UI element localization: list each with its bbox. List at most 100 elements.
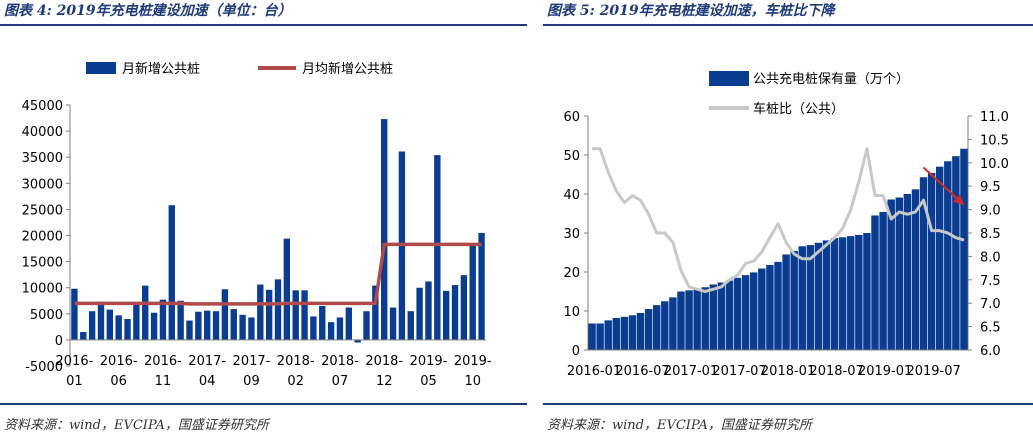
left-title-rule: [0, 24, 527, 26]
legend-bar-label: 公共充电桩保有量（万个）: [753, 71, 909, 87]
bar: [88, 311, 96, 340]
bar: [239, 314, 246, 340]
x-tick-label: 01: [66, 374, 83, 389]
right-chart: 公共充电桩保有量（万个） 车桩比（公共） 0 10 20 30 40 50 60 6.0 6.5 7.…: [563, 71, 1009, 379]
bar: [653, 305, 661, 350]
bar: [372, 285, 379, 340]
bar: [451, 285, 459, 340]
bar: [327, 322, 335, 340]
legend-bar-label: 月新增公共桩: [122, 61, 200, 77]
x-tick-label: 2018-: [321, 354, 359, 369]
y2-tick-label: 9.5: [980, 180, 1001, 195]
legend-bar-swatch: [86, 62, 116, 74]
x-tick-label: 2018-01: [761, 364, 815, 379]
x-tick-label: 04: [199, 374, 216, 389]
bar: [935, 166, 944, 350]
y-tick-label: 45000: [22, 99, 63, 114]
bar: [212, 311, 220, 340]
bar: [274, 279, 282, 340]
bar: [407, 311, 414, 340]
right-title-rule: [543, 24, 1033, 26]
y2-tick-label: 9.0: [980, 204, 1001, 219]
y-tick-label: 60: [563, 110, 580, 125]
bar: [636, 312, 645, 350]
x-tick-label: 2016-: [144, 354, 182, 369]
trend-arrow-head: [953, 194, 964, 205]
bar: [257, 284, 264, 340]
bar: [381, 119, 388, 340]
bar: [701, 287, 709, 350]
bar: [709, 284, 718, 350]
y-tick-label: 0: [55, 334, 63, 349]
bar: [628, 315, 637, 350]
bar: [717, 282, 726, 350]
x-tick-label: 12: [376, 374, 393, 389]
left-chart: 月新增公共桩 月均新增公共桩 -5000 0 5000 10000 15000 20000 25…: [22, 61, 492, 389]
x-tick-label: 2019-01: [858, 364, 912, 379]
bar: [855, 234, 863, 350]
y-tick-label: 35000: [22, 151, 63, 166]
bar: [301, 290, 308, 340]
bar: [159, 299, 167, 340]
y-tick-label: 25000: [22, 203, 63, 218]
y-tick-label: 10: [563, 305, 580, 320]
bar: [168, 205, 175, 340]
bar: [750, 272, 758, 350]
x-tick-label: 2017-01: [664, 364, 718, 379]
bar: [354, 339, 361, 343]
bar: [677, 291, 685, 350]
x-tick-label: 2016-: [100, 354, 138, 369]
x-tick-label: 09: [243, 374, 260, 389]
y-tick-label: 40: [563, 188, 580, 203]
bar: [927, 172, 936, 350]
bar: [133, 303, 140, 340]
x-tick-label: 07: [332, 374, 349, 389]
y-tick-label: -5000: [25, 360, 63, 375]
x-tick-label: 2018-: [365, 354, 403, 369]
bar: [150, 312, 158, 340]
y2-tick-label: 6.5: [980, 321, 1001, 336]
bar: [830, 238, 839, 350]
bar: [822, 240, 831, 350]
bar: [741, 275, 750, 350]
bar: [292, 290, 299, 340]
left-figure: 图表 4: 2019年充电桩建设加速（单位：台） 月新增公共桩 月均新增公共桩 -5…: [0, 0, 527, 433]
bar: [97, 301, 105, 340]
bar: [693, 289, 701, 350]
legend-line-label: 月均新增公共桩: [302, 61, 393, 77]
bar: [661, 301, 669, 350]
x-tick-label: 11: [155, 374, 172, 389]
x-tick-label: 10: [464, 374, 481, 389]
bar: [345, 307, 352, 340]
bar: [389, 307, 397, 340]
y-tick-label: 30: [563, 227, 580, 242]
ratio-line: [592, 147, 965, 293]
bar: [644, 309, 653, 350]
bar: [80, 332, 87, 340]
x-tick-label: 2019-07: [906, 364, 960, 379]
bar: [806, 245, 815, 350]
x-tick-label: 2016-: [56, 354, 94, 369]
bar: [596, 323, 604, 350]
bar: [798, 246, 806, 350]
x-tick-label: 2018-07: [809, 364, 863, 379]
bar: [71, 288, 78, 340]
bar: [669, 297, 677, 350]
bar: [478, 232, 485, 340]
right-figure-title: 图表 5: 2019年充电桩建设加速，车桩比下降: [547, 3, 835, 19]
y2-tick-label: 7.5: [980, 274, 1001, 289]
avg-line: [74, 242, 482, 306]
bar: [124, 319, 131, 340]
legend-line-label: 车桩比（公共）: [753, 101, 844, 117]
bar: [895, 197, 903, 350]
bar: [879, 211, 887, 350]
right-figure: 图表 5: 2019年充电桩建设加速，车桩比下降 公共充电桩保有量（万个） 车桩比…: [543, 0, 1033, 433]
bar: [733, 277, 742, 350]
bar: [442, 290, 450, 340]
y-tick-label: 50: [563, 149, 580, 164]
bar: [847, 236, 855, 350]
bar: [774, 261, 782, 350]
bar: [221, 289, 229, 340]
x-tick-label: 06: [110, 374, 127, 389]
bar: [911, 189, 920, 350]
